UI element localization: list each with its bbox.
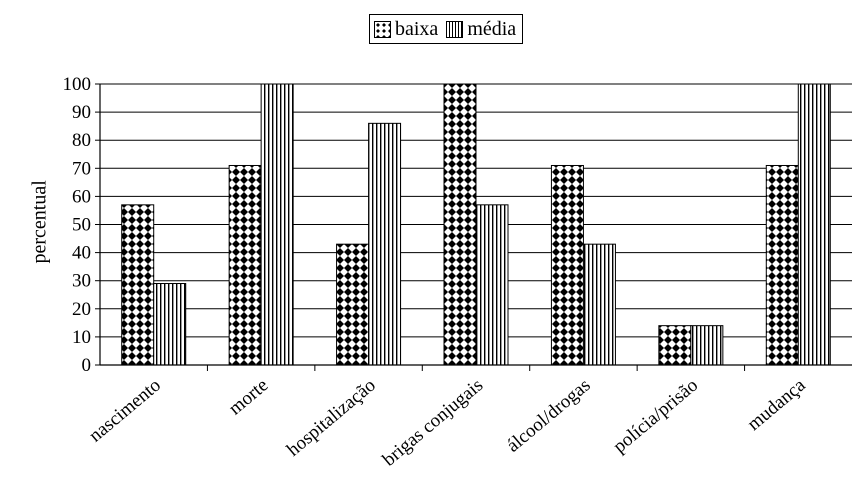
bar-media-6 bbox=[797, 83, 831, 366]
x-tick-label: nascimento bbox=[85, 375, 165, 447]
x-tick-label: mudança bbox=[743, 374, 809, 435]
y-tick-label: 0 bbox=[82, 355, 92, 376]
legend-label-media: média bbox=[467, 17, 517, 40]
y-tick-label: 50 bbox=[72, 215, 91, 236]
y-tick-label: 80 bbox=[72, 130, 91, 151]
x-tick-label: brigas conjugais bbox=[379, 375, 488, 471]
legend-item-media: média bbox=[446, 18, 516, 41]
y-tick-label: 20 bbox=[72, 299, 91, 320]
bar-media-4 bbox=[582, 243, 616, 366]
legend-item-baixa: baixa bbox=[374, 18, 438, 41]
x-tick-label: álcool/drogas bbox=[503, 375, 595, 457]
x-tick-label: morte bbox=[225, 375, 272, 420]
y-tick-label: 10 bbox=[72, 327, 91, 348]
bar-media-5 bbox=[690, 325, 724, 366]
y-tick-label: 70 bbox=[72, 158, 91, 179]
legend-swatch-baixa bbox=[374, 20, 391, 38]
x-tick-label: hospitalização bbox=[283, 375, 380, 461]
y-tick-label: 40 bbox=[72, 243, 91, 264]
y-tick-label: 30 bbox=[72, 271, 91, 292]
chart-legend: baixa média bbox=[369, 14, 524, 44]
bar-media-2 bbox=[368, 122, 402, 366]
bar-baixa-4 bbox=[550, 164, 584, 366]
bar-baixa-2 bbox=[336, 243, 370, 366]
y-tick-label: 60 bbox=[72, 186, 91, 207]
bar-baixa-6 bbox=[765, 164, 799, 366]
bar-baixa-1 bbox=[228, 164, 262, 366]
bar-baixa-3 bbox=[443, 83, 477, 366]
bar-baixa-5 bbox=[658, 325, 692, 366]
legend-label-baixa: baixa bbox=[395, 17, 439, 40]
bar-media-0 bbox=[153, 283, 187, 366]
legend-swatch-media bbox=[446, 20, 464, 38]
bar-media-3 bbox=[475, 204, 509, 366]
y-tick-label: 100 bbox=[63, 74, 92, 95]
y-tick-label: 90 bbox=[72, 102, 91, 123]
x-tick-label: polícia/prisão bbox=[609, 375, 702, 458]
bar-media-1 bbox=[260, 83, 294, 366]
bar-baixa-0 bbox=[121, 204, 155, 366]
